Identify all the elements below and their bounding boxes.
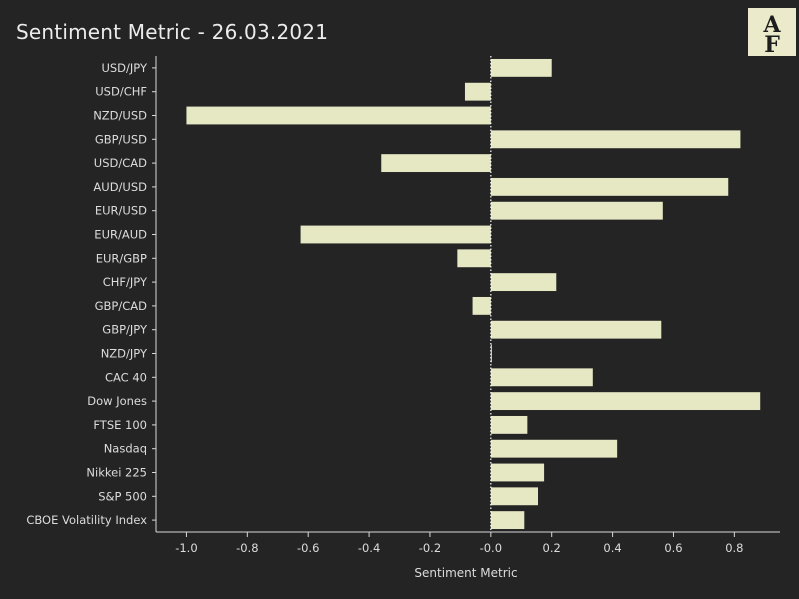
x-tick-label: -0.6 (297, 541, 319, 555)
bar (490, 415, 528, 434)
bar (490, 368, 593, 387)
x-axis-label: Sentiment Metric (414, 566, 517, 580)
x-tick-label: 0.4 (603, 541, 621, 555)
bar (490, 201, 663, 220)
y-tick-label: AUD/USD (93, 180, 147, 194)
x-tick-label: 0.2 (543, 541, 561, 555)
bar (300, 225, 491, 244)
y-tick-label: EUR/AUD (94, 228, 147, 242)
y-tick-label: EUR/USD (95, 204, 147, 218)
y-tick-label: CHF/JPY (103, 275, 148, 289)
svg-text:A: A (762, 12, 781, 38)
bar (186, 106, 491, 125)
x-tick-label: -1.0 (175, 541, 197, 555)
y-tick-label: USD/JPY (101, 61, 148, 75)
bar (490, 463, 545, 482)
y-tick-label: GBP/USD (95, 132, 147, 146)
y-tick-label: NZD/JPY (101, 347, 148, 361)
af-logo: A F (748, 8, 796, 58)
y-tick-label: Nasdaq (104, 442, 147, 456)
bar (472, 296, 491, 315)
y-tick-label: FTSE 100 (93, 418, 147, 432)
bar (490, 177, 729, 196)
bar (490, 273, 557, 292)
y-tick-label: GBP/CAD (95, 299, 148, 313)
y-tick-label: NZD/USD (93, 109, 147, 123)
svg-text:F: F (764, 32, 780, 56)
bar (490, 511, 525, 530)
bar (464, 82, 491, 101)
y-tick-label: Nikkei 225 (86, 466, 147, 480)
y-tick-label: S&P 500 (98, 489, 147, 503)
y-tick-label: CAC 40 (105, 370, 147, 384)
x-tick-label: -0.8 (236, 541, 258, 555)
y-tick-label: GBP/JPY (102, 323, 148, 337)
y-tick-label: EUR/GBP (96, 251, 147, 265)
y-tick-label: USD/CAD (94, 156, 147, 170)
bar (490, 392, 761, 411)
x-tick-label: -0.2 (419, 541, 441, 555)
af-logo-mark: A F (762, 12, 781, 58)
bar (457, 249, 491, 268)
bar (381, 154, 491, 173)
chart-title: Sentiment Metric - 26.03.2021 (16, 20, 329, 44)
bar (490, 130, 741, 149)
bar (490, 487, 539, 506)
bar (490, 58, 552, 77)
x-tick-label: -0.4 (358, 541, 380, 555)
bar (490, 320, 662, 339)
y-tick-label: USD/CHF (95, 85, 147, 99)
x-tick-label: -0.0 (480, 541, 502, 555)
x-tick-label: 0.8 (725, 541, 743, 555)
y-tick-label: Dow Jones (87, 394, 147, 408)
y-tick-label: CBOE Volatility Index (26, 513, 147, 527)
x-tick-label: 0.6 (664, 541, 682, 555)
bar (490, 439, 618, 458)
